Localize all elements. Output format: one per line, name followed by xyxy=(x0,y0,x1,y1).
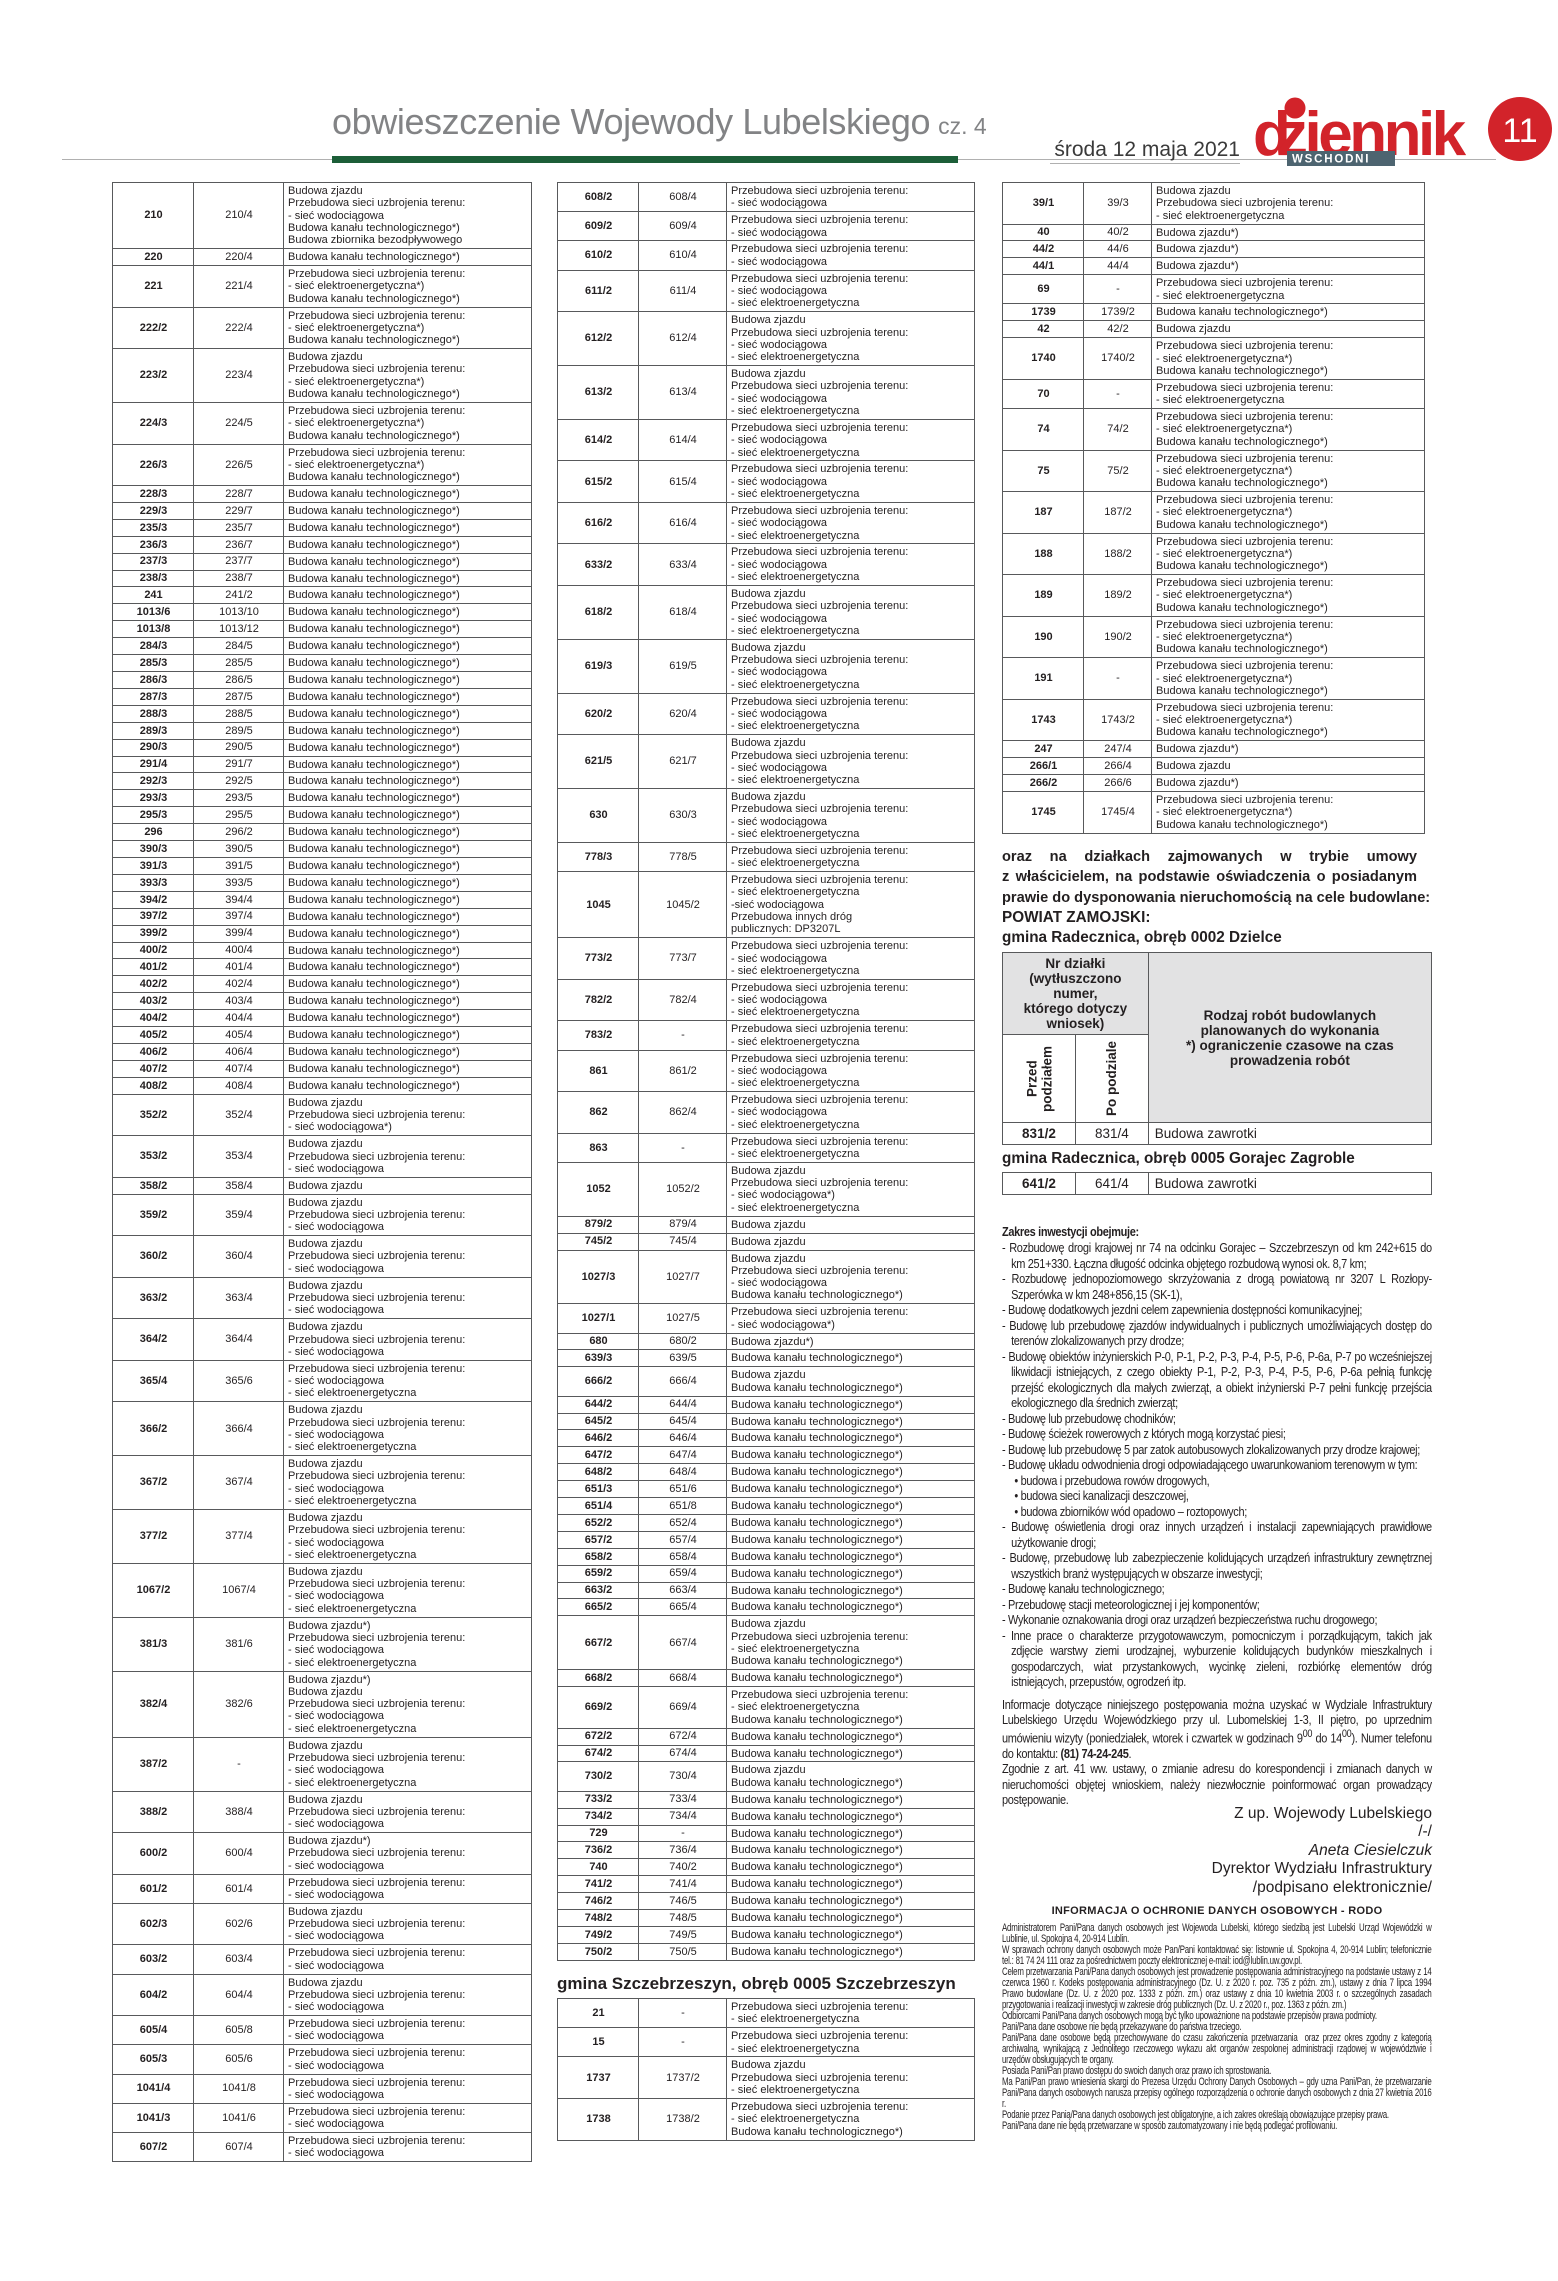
svg-text:11: 11 xyxy=(1502,112,1537,150)
svg-text:WSCHODNI: WSCHODNI xyxy=(1292,154,1370,166)
